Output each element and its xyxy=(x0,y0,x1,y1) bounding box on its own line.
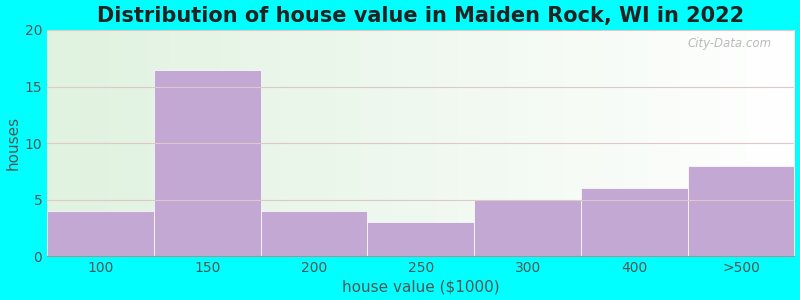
Y-axis label: houses: houses xyxy=(6,116,21,170)
X-axis label: house value ($1000): house value ($1000) xyxy=(342,279,500,294)
Title: Distribution of house value in Maiden Rock, WI in 2022: Distribution of house value in Maiden Ro… xyxy=(98,6,744,26)
Bar xyxy=(154,70,261,256)
Bar xyxy=(261,211,367,256)
Bar xyxy=(581,188,688,256)
Bar xyxy=(474,200,581,256)
Bar xyxy=(688,166,794,256)
Bar xyxy=(47,211,154,256)
Text: City-Data.com: City-Data.com xyxy=(688,37,772,50)
Bar xyxy=(367,222,474,256)
